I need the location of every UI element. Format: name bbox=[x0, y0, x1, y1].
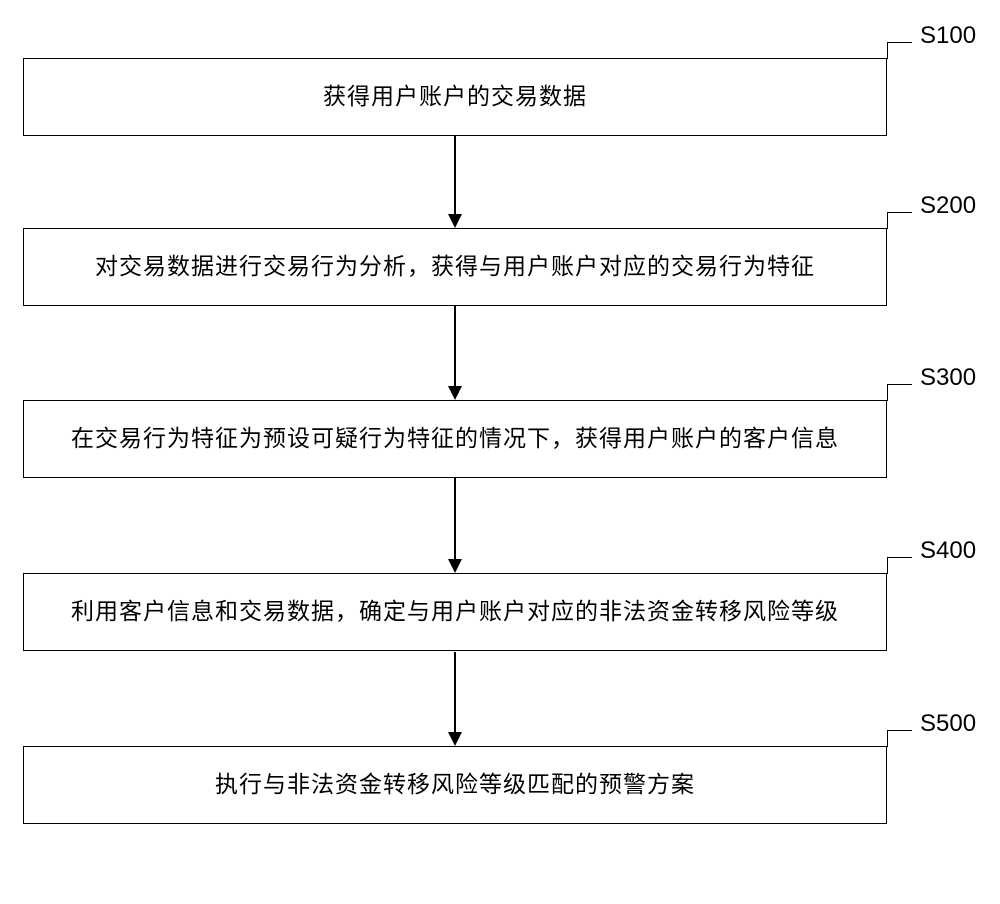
step-box-s300: 在交易行为特征为预设可疑行为特征的情况下，获得用户账户的客户信息 bbox=[23, 400, 887, 478]
arrow-line-1 bbox=[454, 136, 456, 214]
arrow-head-3 bbox=[448, 559, 462, 573]
step-label-s100: S100 bbox=[920, 22, 976, 50]
step-box-s500: 执行与非法资金转移风险等级匹配的预警方案 bbox=[23, 746, 887, 824]
step-box-s100: 获得用户账户的交易数据 bbox=[23, 58, 887, 136]
label-connector-s300 bbox=[887, 384, 912, 401]
step-label-s400: S400 bbox=[920, 537, 976, 565]
arrow-head-1 bbox=[448, 214, 462, 228]
step-label-s500: S500 bbox=[920, 710, 976, 738]
label-connector-s400 bbox=[887, 557, 912, 574]
step-text-s500: 执行与非法资金转移风险等级匹配的预警方案 bbox=[215, 769, 695, 801]
arrow-line-2 bbox=[454, 306, 456, 386]
flowchart-container: 获得用户账户的交易数据 S100 对交易数据进行交易行为分析，获得与用户账户对应… bbox=[0, 0, 1000, 904]
step-text-s200: 对交易数据进行交易行为分析，获得与用户账户对应的交易行为特征 bbox=[95, 251, 815, 283]
step-box-s400: 利用客户信息和交易数据，确定与用户账户对应的非法资金转移风险等级 bbox=[23, 573, 887, 651]
step-text-s100: 获得用户账户的交易数据 bbox=[323, 81, 587, 113]
step-label-s200: S200 bbox=[920, 192, 976, 220]
step-text-s300: 在交易行为特征为预设可疑行为特征的情况下，获得用户账户的客户信息 bbox=[71, 423, 839, 455]
arrow-head-2 bbox=[448, 386, 462, 400]
step-box-s200: 对交易数据进行交易行为分析，获得与用户账户对应的交易行为特征 bbox=[23, 228, 887, 306]
step-label-s300: S300 bbox=[920, 364, 976, 392]
arrow-head-4 bbox=[448, 732, 462, 746]
arrow-line-4 bbox=[454, 652, 456, 732]
label-connector-s200 bbox=[887, 212, 912, 229]
label-connector-s500 bbox=[887, 730, 912, 747]
arrow-line-3 bbox=[454, 478, 456, 559]
label-connector-s100 bbox=[887, 42, 912, 59]
step-text-s400: 利用客户信息和交易数据，确定与用户账户对应的非法资金转移风险等级 bbox=[71, 596, 839, 628]
